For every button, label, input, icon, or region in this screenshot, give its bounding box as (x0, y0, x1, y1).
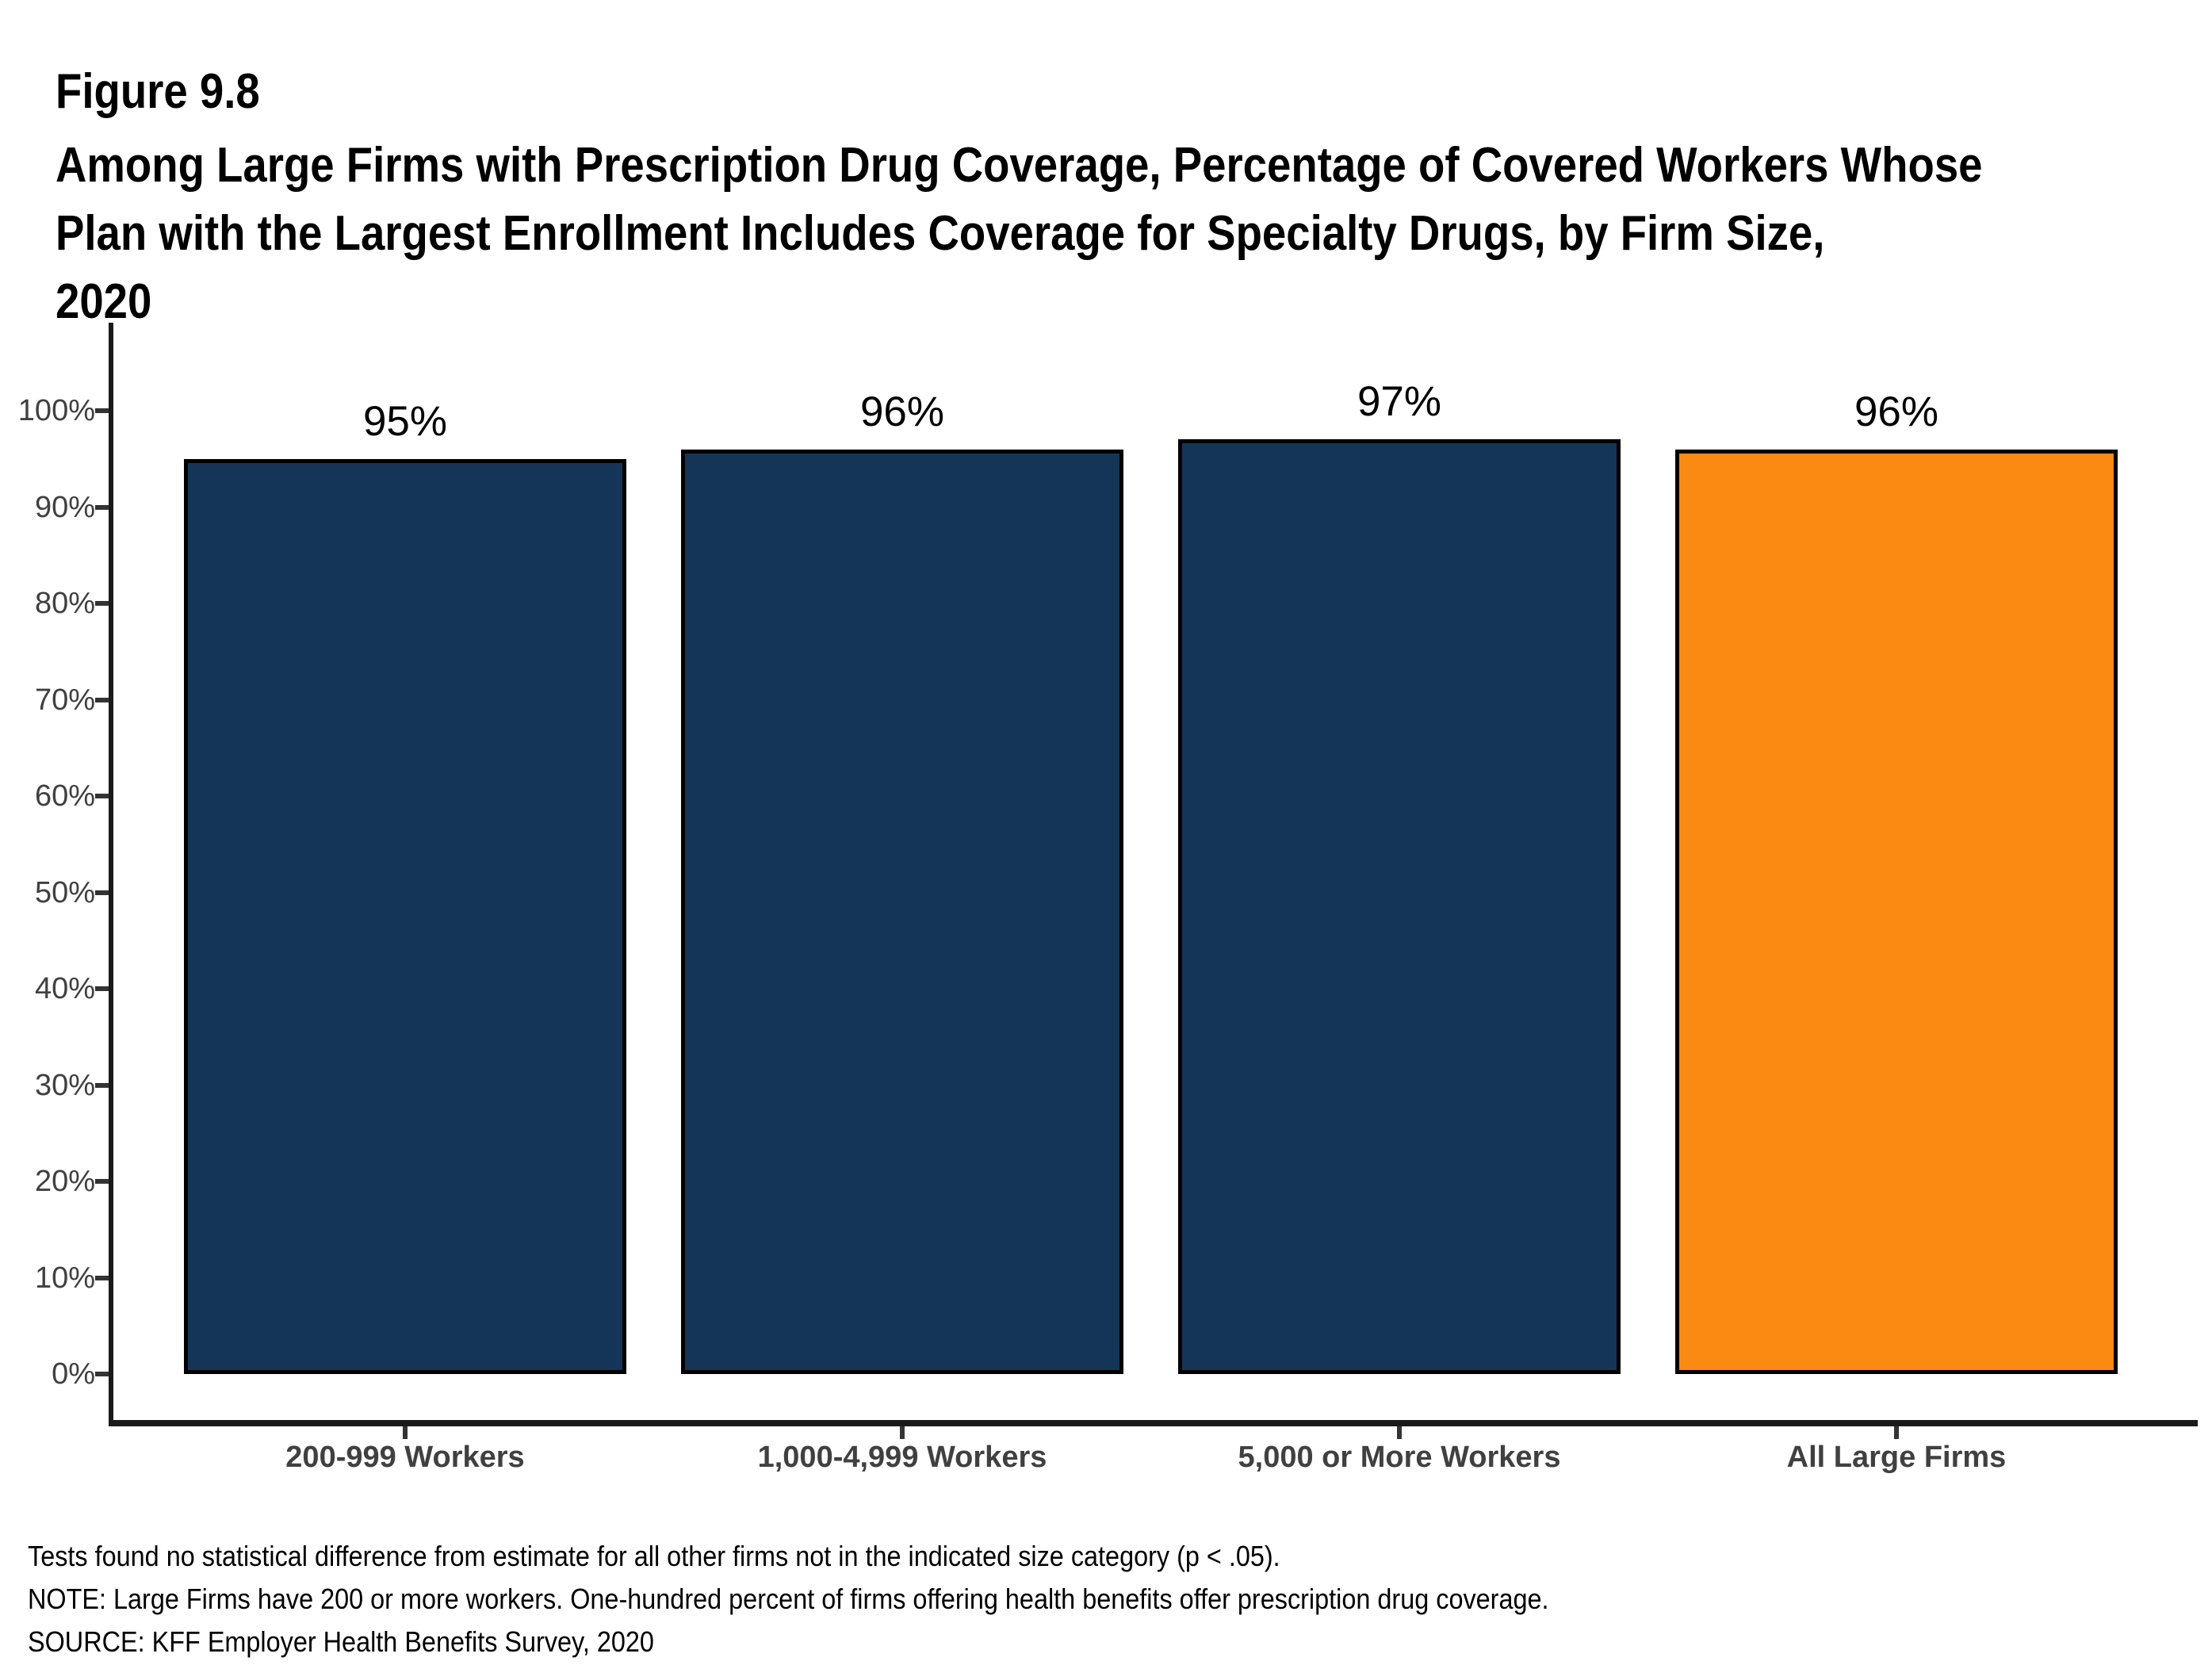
x-axis-category-label: All Large Firms (1786, 1441, 2007, 1474)
y-axis-line (109, 323, 113, 1426)
x-axis-line (109, 1420, 2198, 1426)
y-axis-tick (95, 1275, 109, 1280)
chart-title-line-1: Among Large Firms with Prescription Drug… (55, 138, 1983, 193)
bar-4 (1675, 449, 2118, 1374)
footnote-note: NOTE: Large Firms have 200 or more worke… (28, 1583, 1549, 1615)
x-axis-category-label: 200-999 Workers (285, 1441, 525, 1474)
y-axis-tick-label: 30% (34, 1068, 95, 1102)
figure-number: Figure 9.8 (55, 64, 260, 119)
y-axis-tick (95, 794, 109, 798)
x-axis-tick (900, 1426, 905, 1439)
bar-2 (681, 449, 1123, 1374)
y-axis-tick (95, 408, 109, 413)
y-axis-tick-label: 50% (34, 875, 95, 909)
x-axis-tick (403, 1426, 408, 1439)
bar-value-label: 95% (362, 397, 448, 445)
footnotes: Tests found no statistical difference fr… (28, 1535, 1549, 1663)
y-axis-tick (95, 1179, 109, 1184)
x-axis-category-label: 1,000-4,999 Workers (757, 1441, 1047, 1474)
y-axis-tick-label: 40% (34, 972, 95, 1005)
y-axis-tick-label: 90% (34, 490, 95, 524)
y-axis-tick-label: 20% (34, 1165, 95, 1198)
y-axis-tick (95, 697, 109, 702)
y-axis-tick (95, 890, 109, 895)
y-axis-tick-label: 70% (34, 683, 95, 717)
x-axis-category-label: 5,000 or More Workers (1238, 1441, 1561, 1474)
y-axis-tick-label: 10% (34, 1261, 95, 1295)
y-axis-tick-label: 80% (34, 587, 95, 620)
y-axis-tick (95, 1082, 109, 1088)
chart-title-line-2: Plan with the Largest Enrollment Include… (55, 206, 1825, 261)
bar-value-label: 97% (1357, 378, 1442, 426)
chart-title-line-3: 2020 (55, 274, 152, 329)
bar-1 (184, 458, 626, 1374)
bar-value-label: 96% (859, 388, 945, 435)
y-axis-tick (95, 504, 109, 510)
y-axis-tick-label: 100% (17, 394, 95, 427)
x-axis-tick (1397, 1426, 1402, 1439)
footnote-source: SOURCE: KFF Employer Health Benefits Sur… (28, 1625, 654, 1658)
y-axis-tick (95, 601, 109, 606)
footnote-statistical-test: Tests found no statistical difference fr… (28, 1540, 1280, 1572)
y-axis-tick-label: 60% (34, 779, 95, 813)
chart-title: Among Large Firms with Prescription Drug… (55, 132, 1983, 336)
y-axis-tick-label: 0% (52, 1357, 95, 1391)
y-axis-tick (95, 1372, 109, 1376)
bar-3 (1178, 439, 1621, 1374)
x-axis-tick (1894, 1426, 1899, 1439)
y-axis-tick (95, 986, 109, 991)
bar-value-label: 96% (1854, 388, 1939, 435)
